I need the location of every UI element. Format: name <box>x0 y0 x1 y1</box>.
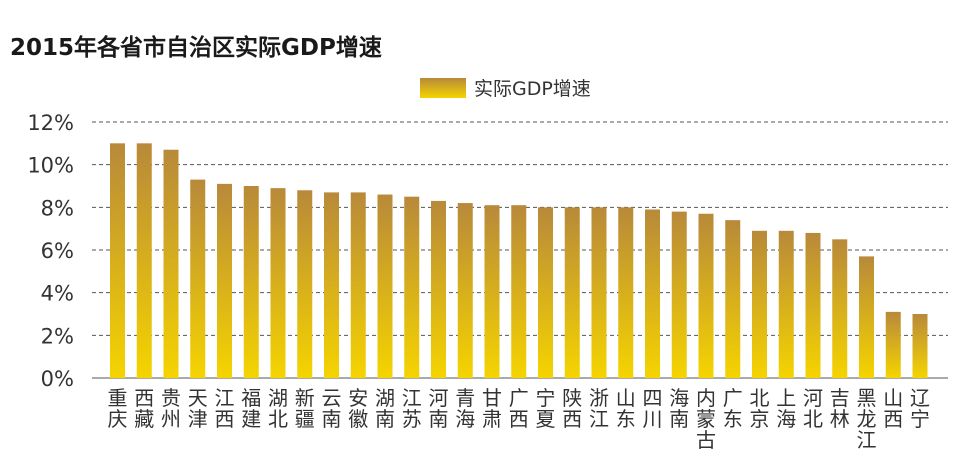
legend-swatch <box>420 78 466 98</box>
bar <box>671 211 687 378</box>
bar <box>457 203 473 378</box>
x-axis-labels: 重庆西藏贵州天津江西福建湖北新疆云南安徽湖南江苏河南青海甘肃广西宁夏陕西浙江山东… <box>108 386 931 452</box>
bar <box>404 196 420 378</box>
bar <box>645 209 660 378</box>
x-tick-label: 山东 <box>616 386 636 431</box>
x-tick-label: 山西 <box>883 386 903 431</box>
x-tick-label: 海南 <box>669 386 689 431</box>
bar <box>698 213 714 378</box>
bar <box>912 314 928 378</box>
x-tick-label: 江西 <box>215 386 235 431</box>
x-tick-label: 河南 <box>429 386 449 431</box>
legend: 实际GDP增速 <box>420 78 591 100</box>
bar <box>297 190 313 378</box>
y-axis-ticks: 0% 2% 4% 6% 8% 10% 12% <box>27 111 74 391</box>
bar <box>778 230 794 378</box>
x-tick-label: 福建 <box>241 386 261 431</box>
x-tick-label: 贵州 <box>161 386 181 431</box>
x-tick-label: 宁夏 <box>536 386 556 431</box>
x-tick-label: 四川 <box>643 386 663 431</box>
x-tick-label: 湖南 <box>375 386 395 431</box>
bar <box>618 207 634 378</box>
y-tick-label: 10% <box>27 154 74 178</box>
x-tick-label: 西藏 <box>134 386 154 431</box>
x-tick-label: 江苏 <box>402 386 422 431</box>
y-tick-label: 12% <box>27 111 74 135</box>
x-tick-label: 辽宁 <box>910 386 930 431</box>
legend-label: 实际GDP增速 <box>474 78 591 100</box>
x-tick-label: 陕西 <box>562 386 582 431</box>
x-tick-label: 湖北 <box>268 386 288 431</box>
x-tick-label: 安徽 <box>348 386 368 431</box>
bar <box>163 149 179 378</box>
x-tick-label: 广西 <box>509 386 529 431</box>
x-tick-label: 天津 <box>188 386 208 431</box>
bar <box>752 230 767 378</box>
bar <box>885 311 901 378</box>
y-tick-label: 4% <box>41 282 74 306</box>
x-tick-label: 青海 <box>455 386 475 431</box>
bar <box>484 205 500 378</box>
bar <box>377 194 393 378</box>
x-tick-label: 北京 <box>750 386 770 431</box>
x-tick-label: 甘肃 <box>482 386 502 431</box>
x-tick-label: 浙江 <box>589 386 609 431</box>
bar <box>136 143 152 378</box>
y-tick-label: 0% <box>41 367 74 391</box>
bar <box>110 143 125 378</box>
bar <box>564 207 580 378</box>
y-tick-label: 2% <box>41 324 74 348</box>
x-tick-label: 重庆 <box>108 386 128 431</box>
y-tick-label: 8% <box>41 196 74 220</box>
x-tick-label: 内蒙古 <box>696 386 716 452</box>
bars <box>110 143 928 378</box>
bar <box>538 207 553 378</box>
x-tick-label: 新疆 <box>295 386 315 431</box>
bar <box>270 188 286 378</box>
bar <box>431 200 446 378</box>
x-tick-label: 云南 <box>322 386 342 431</box>
bar <box>805 232 821 378</box>
x-tick-label: 黑龙江 <box>857 386 877 452</box>
x-tick-label: 广东 <box>723 386 743 431</box>
bar <box>190 179 206 378</box>
y-tick-label: 6% <box>41 239 74 263</box>
bar <box>591 207 607 378</box>
x-tick-label: 上海 <box>776 386 796 431</box>
bar <box>350 192 366 378</box>
x-tick-label: 吉林 <box>830 386 850 431</box>
bar <box>511 205 527 378</box>
bar <box>832 239 848 378</box>
chart-title: 2015年各省市自治区实际GDP增速 <box>10 35 382 61</box>
bar <box>725 220 741 378</box>
bar <box>324 192 339 378</box>
bar <box>859 256 874 378</box>
x-tick-label: 河北 <box>803 386 823 431</box>
bar <box>217 183 232 378</box>
bar <box>243 186 259 378</box>
